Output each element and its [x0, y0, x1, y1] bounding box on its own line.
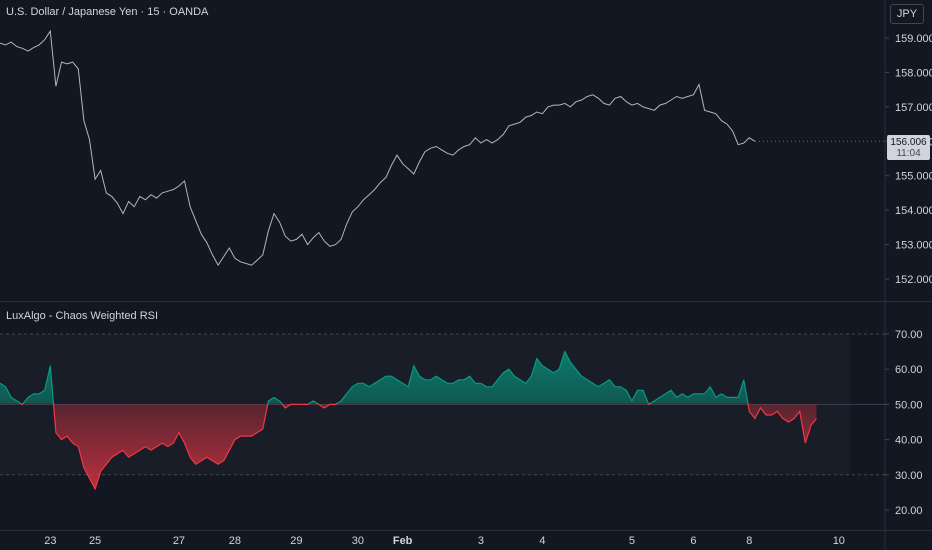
time-tick-label: 10 — [833, 535, 845, 547]
time-tick-label: 28 — [229, 535, 241, 547]
rsi-tick-label: 40.00 — [895, 435, 923, 447]
time-tick-label: 4 — [539, 535, 545, 547]
price-series-line — [0, 29, 756, 267]
price-tick-label: 155.000 — [895, 171, 932, 183]
time-tick-label: 5 — [629, 535, 635, 547]
rsi-tick-label: 60.00 — [895, 364, 923, 376]
currency-button[interactable]: JPY — [890, 4, 924, 24]
time-tick-label: 27 — [173, 535, 185, 547]
time-tick-label: 29 — [290, 535, 302, 547]
last-price-value: 156.006 — [890, 137, 927, 148]
last-price-tag: 156.006 11:04 — [887, 135, 930, 160]
rsi-tick-label: 30.00 — [895, 470, 923, 482]
rsi-tick-label: 20.00 — [895, 505, 923, 517]
rsi-axis[interactable]: 70.00 60.00 50.00 40.00 30.00 20.00 — [885, 329, 923, 517]
time-axis[interactable]: 23 25 27 28 29 30 Feb 3 4 5 6 8 10 — [44, 535, 845, 547]
rsi-line-bear — [19, 403, 817, 491]
time-tick-label: Feb — [393, 535, 413, 547]
rsi-line-bull — [0, 350, 749, 403]
bar-countdown: 11:04 — [896, 148, 921, 159]
price-tick-label: 153.000 — [895, 240, 932, 252]
time-tick-label: 3 — [478, 535, 484, 547]
rsi-tick-label: 50.00 — [895, 399, 923, 411]
time-tick-label: 8 — [746, 535, 752, 547]
time-tick-label: 30 — [352, 535, 364, 547]
price-tick-label: 152.000 — [895, 274, 932, 286]
price-tick-label: 158.000 — [895, 67, 932, 79]
rsi-tick-label: 70.00 — [895, 329, 923, 341]
price-tick-label: 159.000 — [895, 33, 932, 45]
rsi-bear-area — [0, 403, 817, 489]
chart-title: U.S. Dollar / Japanese Yen · 15 · OANDA — [6, 6, 209, 18]
price-tick-label: 154.000 — [895, 205, 932, 217]
price-tick-label: 157.000 — [895, 102, 932, 114]
price-pane[interactable] — [0, 29, 885, 267]
rsi-pane[interactable] — [0, 333, 885, 491]
time-tick-label: 25 — [89, 535, 101, 547]
time-tick-label: 23 — [44, 535, 56, 547]
indicator-title[interactable]: LuxAlgo - Chaos Weighted RSI — [6, 310, 159, 322]
time-tick-label: 6 — [690, 535, 696, 547]
